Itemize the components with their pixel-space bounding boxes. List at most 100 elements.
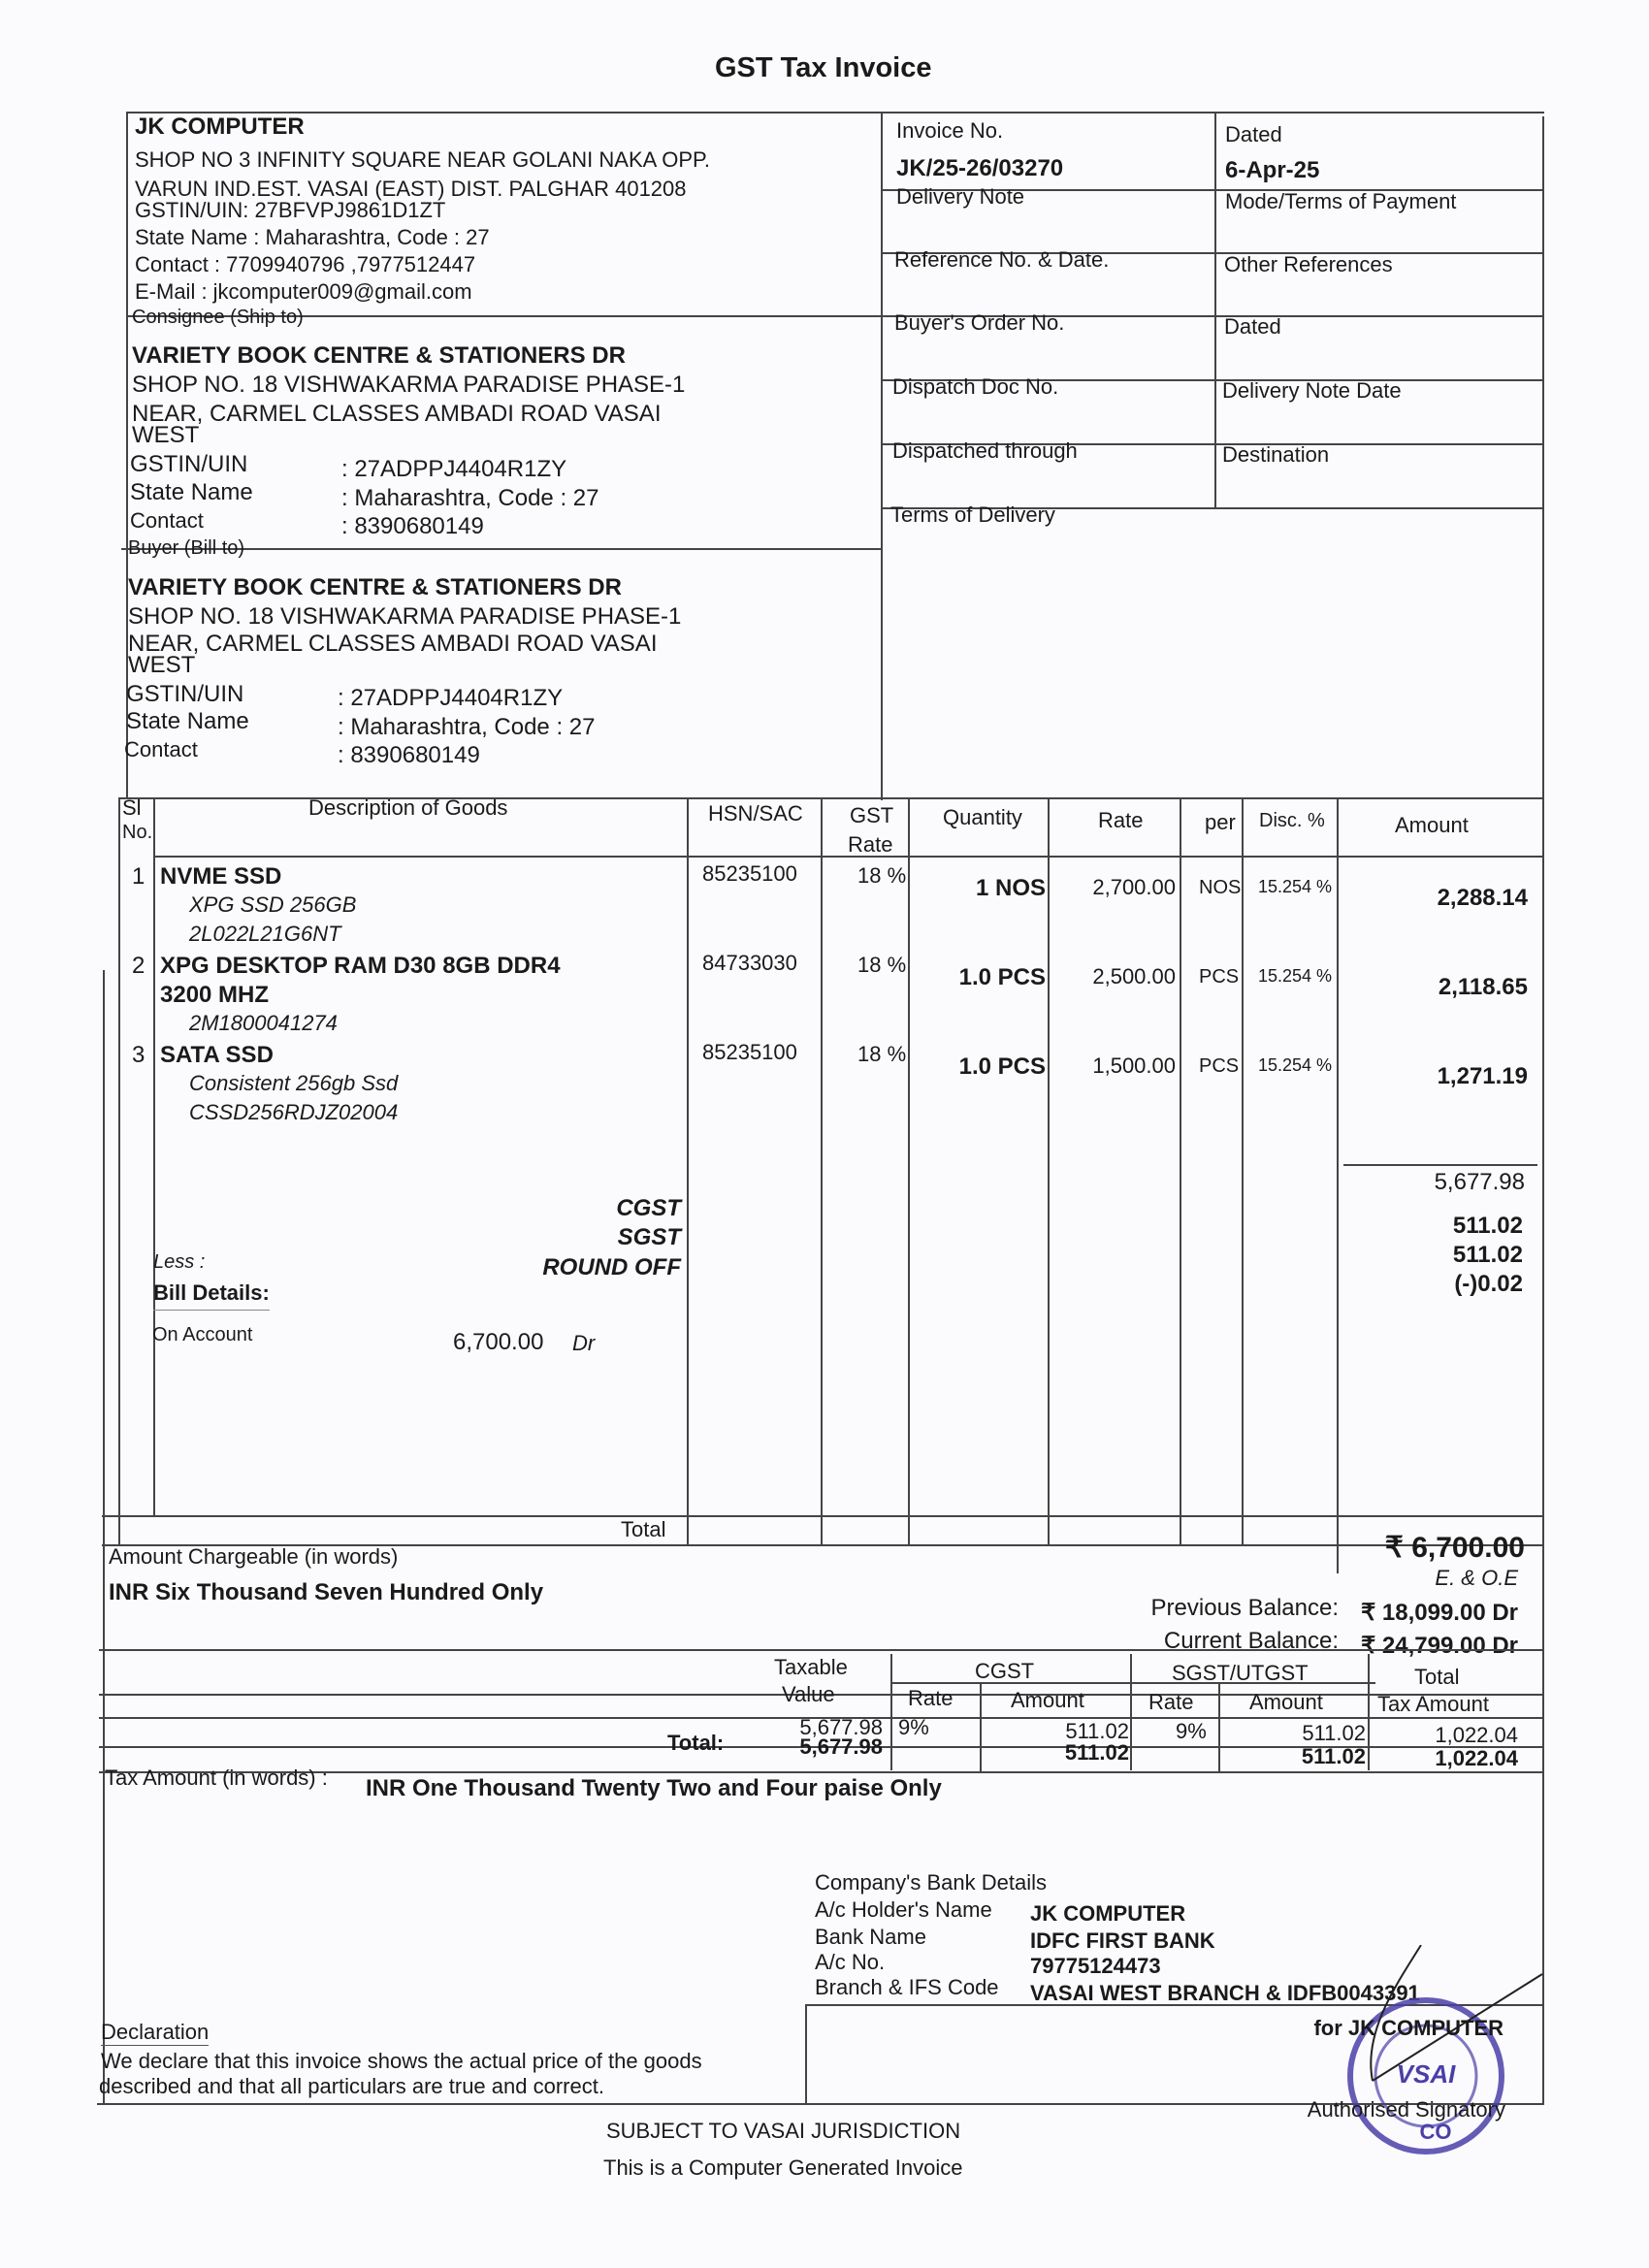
- tax-row-cgst-rate: 9%: [898, 1715, 929, 1739]
- consignee-contact-label: Contact: [130, 508, 204, 533]
- item-disc: 15.254 %: [1258, 877, 1333, 896]
- less-label: Less :: [153, 1251, 206, 1273]
- item-per: NOS: [1199, 877, 1242, 898]
- bank-holder-label: A/c Holder's Name: [815, 1897, 992, 1922]
- cgst-amount: 511.02: [1452, 1213, 1523, 1239]
- consignee-state-label: State Name: [130, 479, 253, 505]
- item-gst: 18 %: [857, 1042, 907, 1066]
- jurisdiction: SUBJECT TO VASAI JURISDICTION: [606, 2119, 961, 2143]
- col-per: per: [1205, 810, 1236, 834]
- seller-state: State Name : Maharashtra, Code : 27: [135, 225, 490, 249]
- other-refs-label: Other References: [1224, 252, 1393, 276]
- consignee-heading: Consignee (Ship to): [132, 307, 304, 328]
- col-description: Description of Goods: [308, 795, 508, 820]
- item-name: NVME SSD: [160, 863, 282, 890]
- col-quantity: Quantity: [943, 805, 1022, 829]
- signature-for: for JK COMPUTER: [1313, 2016, 1504, 2040]
- tax-col-cgst-amount: Amount: [1011, 1688, 1084, 1712]
- col-gst: Rate: [848, 832, 893, 857]
- buyers-order-dated-label: Dated: [1224, 314, 1281, 339]
- item-per: PCS: [1199, 1055, 1240, 1077]
- dispatched-through-label: Dispatched through: [892, 438, 1078, 463]
- total-amount: ₹ 6,700.00: [1384, 1532, 1525, 1564]
- col-sl: Sl: [122, 795, 142, 820]
- current-balance-label: Current Balance:: [1163, 1628, 1339, 1654]
- bank-acno: 79775124473: [1030, 1954, 1161, 1978]
- invoice-no: JK/25-26/03270: [896, 155, 1064, 181]
- on-account-value: 6,700.00: [453, 1329, 544, 1355]
- tax-col-sgst: SGST/UTGST: [1172, 1661, 1309, 1685]
- consignee-address: NEAR, CARMEL CLASSES AMBADI ROAD VASAI: [132, 401, 662, 427]
- divider: [881, 112, 883, 800]
- buyer-address: WEST: [128, 652, 196, 678]
- buyer-heading: Buyer (Bill to): [128, 537, 245, 559]
- divider: [1214, 112, 1216, 507]
- tax-row-total: 1,022.04: [1435, 1723, 1518, 1747]
- mode-terms-label: Mode/Terms of Payment: [1225, 189, 1457, 213]
- item-rate: 1,500.00: [1092, 1053, 1176, 1078]
- tax-total-sgst: 511.02: [1301, 1744, 1366, 1768]
- consignee-contact: : 8390680149: [341, 513, 484, 539]
- sgst-label: SGST: [617, 1224, 681, 1250]
- bank-acno-label: A/c No.: [815, 1950, 886, 1974]
- buyer-contact-label: Contact: [124, 737, 198, 761]
- tax-col-cgst: CGST: [975, 1659, 1035, 1683]
- buyer-gstin-label: GSTIN/UIN: [126, 681, 244, 707]
- previous-balance-label: Previous Balance:: [1150, 1595, 1339, 1621]
- bill-details-heading: Bill Details:: [153, 1280, 270, 1311]
- consignee-address: SHOP NO. 18 VISHWAKARMA PARADISE PHASE-1: [132, 372, 686, 398]
- terms-delivery-label: Terms of Delivery: [890, 502, 1055, 527]
- item-sl: 1: [132, 863, 146, 890]
- seller-address: VARUN IND.EST. VASAI (EAST) DIST. PALGHA…: [135, 177, 687, 201]
- item-name: XPG DESKTOP RAM D30 8GB DDR4: [160, 953, 561, 979]
- authorised-signatory: Authorised Signatory: [1307, 2097, 1505, 2122]
- item-sl: 2: [132, 953, 146, 979]
- total-label: Total: [621, 1517, 666, 1541]
- sgst-amount: 511.02: [1452, 1242, 1523, 1268]
- item-detail: 2M1800041274: [189, 1011, 338, 1035]
- company-stamp: VSAI CO: [1347, 1945, 1543, 2155]
- tax-row-taxable: 5,677.98: [799, 1715, 883, 1739]
- item-hsn: 84733030: [702, 951, 797, 975]
- item-gst: 18 %: [857, 953, 907, 977]
- divider: [126, 112, 128, 798]
- item-per: PCS: [1199, 966, 1240, 988]
- item-qty: 1.0 PCS: [958, 1053, 1046, 1080]
- seller-gstin: GSTIN/UIN: 27BFVPJ9861D1ZT: [135, 198, 446, 222]
- declaration-heading: Declaration: [101, 2020, 210, 2046]
- col-sl: No.: [122, 822, 153, 843]
- svg-text:VSAI: VSAI: [1397, 2059, 1456, 2089]
- item-detail: Consistent 256gb Ssd: [189, 1071, 399, 1095]
- item-rate: 2,500.00: [1092, 964, 1176, 988]
- consignee-name: VARIETY BOOK CENTRE & STATIONERS DR: [132, 342, 626, 369]
- item-serial: CSSD256RDJZ02004: [189, 1100, 399, 1124]
- roundoff-label: ROUND OFF: [542, 1254, 681, 1280]
- subtotal: 5,677.98: [1434, 1169, 1525, 1195]
- tax-total-label: Total:: [667, 1731, 725, 1755]
- item-amount: 1,271.19: [1437, 1063, 1528, 1089]
- col-rate: Rate: [1098, 808, 1144, 832]
- item-disc: 15.254 %: [1258, 966, 1333, 986]
- tax-col-cgst-rate: Rate: [908, 1686, 954, 1710]
- bank-name-label: Bank Name: [815, 1925, 926, 1949]
- tax-total-cgst: 511.02: [1064, 1740, 1129, 1765]
- col-hsn: HSN/SAC: [708, 801, 803, 826]
- col-disc: Disc. %: [1259, 810, 1325, 831]
- item-qty: 1 NOS: [975, 875, 1046, 901]
- buyer-address: SHOP NO. 18 VISHWAKARMA PARADISE PHASE-1: [128, 603, 682, 630]
- item-detail: XPG SSD 256GB: [189, 892, 357, 917]
- destination-label: Destination: [1222, 442, 1330, 467]
- tax-row-sgst-rate: 9%: [1176, 1719, 1207, 1743]
- tax-row-cgst-amount: 511.02: [1065, 1719, 1129, 1743]
- seller-email: E-Mail : jkcomputer009@gmail.com: [135, 279, 472, 304]
- item-amount: 2,118.65: [1438, 974, 1528, 1000]
- buyer-gstin: : 27ADPPJ4404R1ZY: [338, 685, 564, 711]
- tax-row-sgst-amount: 511.02: [1302, 1721, 1366, 1745]
- tax-col-total: Tax Amount: [1377, 1692, 1489, 1716]
- buyer-address: NEAR, CARMEL CLASSES AMBADI ROAD VASAI: [128, 631, 658, 657]
- item-disc: 15.254 %: [1258, 1055, 1333, 1075]
- declaration-text: We declare that this invoice shows the a…: [101, 2049, 702, 2073]
- delivery-note-date-label: Delivery Note Date: [1222, 378, 1402, 403]
- on-account-dr: Dr: [572, 1331, 596, 1355]
- item-gst: 18 %: [857, 863, 907, 888]
